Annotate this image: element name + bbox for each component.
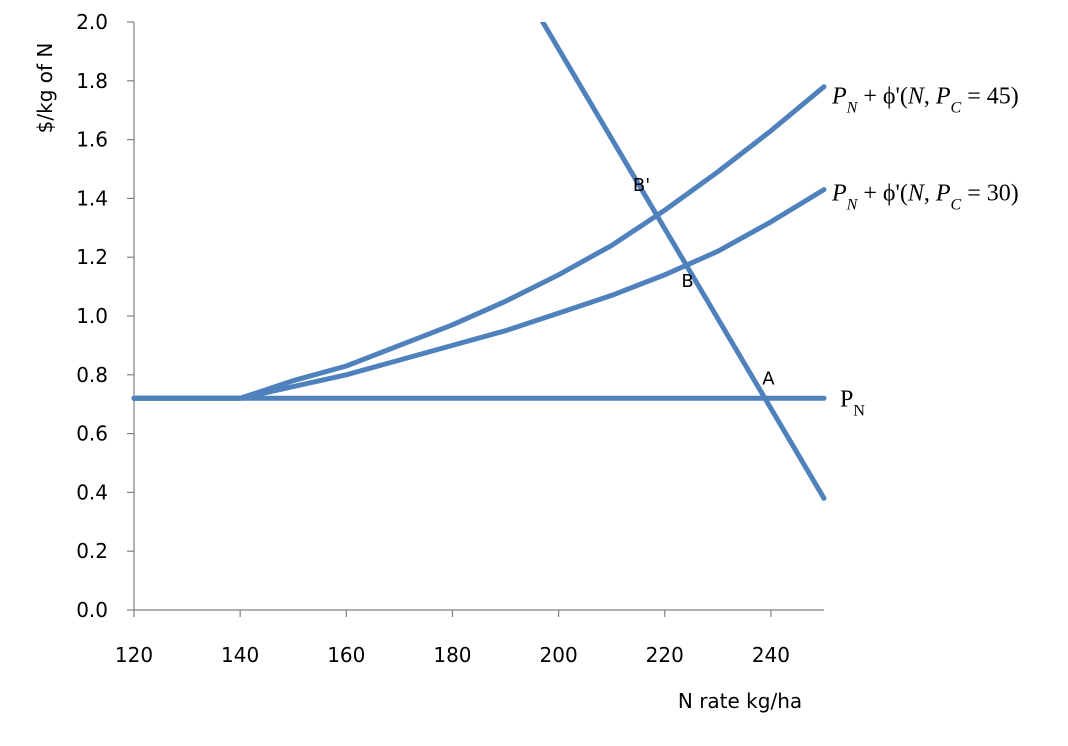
point-annotations: B' B A [633,175,775,389]
y-tick-label: 1.6 [76,128,108,152]
y-axis-title: $/kg of N [33,43,57,134]
curve-label-pc45: PN + ϕ'(N, PC = 45) [831,84,1019,117]
y-tick-label: 1.0 [76,304,108,328]
series-vmp-line [540,22,827,501]
y-tick-label: 1.2 [76,245,108,269]
curve-label-pn: PN [840,386,865,419]
axes: 0.0 0.2 0.4 0.6 0.8 1.0 1.2 1.4 1.6 1.8 2.0 120 140 1… [76,10,824,667]
point-annotation: B [681,271,693,292]
x-tick-label: 140 [221,643,259,667]
point-annotation: B' [633,175,650,196]
y-tick-label: 0.0 [76,598,108,622]
point-annotation: A [762,368,775,389]
x-tick-label: 120 [115,643,153,667]
x-tick-label: 220 [646,643,684,667]
curve-labels: PN + ϕ'(N, PC = 45) PN + ϕ'(N, PC = 30) PN [831,84,1019,419]
x-tick-label: 160 [327,643,365,667]
y-tick-label: 0.4 [76,480,108,504]
series-pc45-curve [131,84,827,401]
x-tick-label: 200 [540,643,578,667]
series-lines [131,22,827,501]
series-pc30-curve [131,187,827,401]
x-tick-label: 180 [433,643,471,667]
y-tick-label: 1.8 [76,69,108,93]
y-tick-label: 0.6 [76,422,108,446]
y-tick-label: 0.2 [76,539,108,563]
x-axis-title: N rate kg/ha [678,689,802,713]
y-tick-label: 2.0 [76,10,108,34]
y-tick-label: 0.8 [76,363,108,387]
curve-label-pc30: PN + ϕ'(N, PC = 30) [831,181,1019,214]
x-tick-label: 240 [752,643,790,667]
y-tick-label: 1.4 [76,186,108,210]
